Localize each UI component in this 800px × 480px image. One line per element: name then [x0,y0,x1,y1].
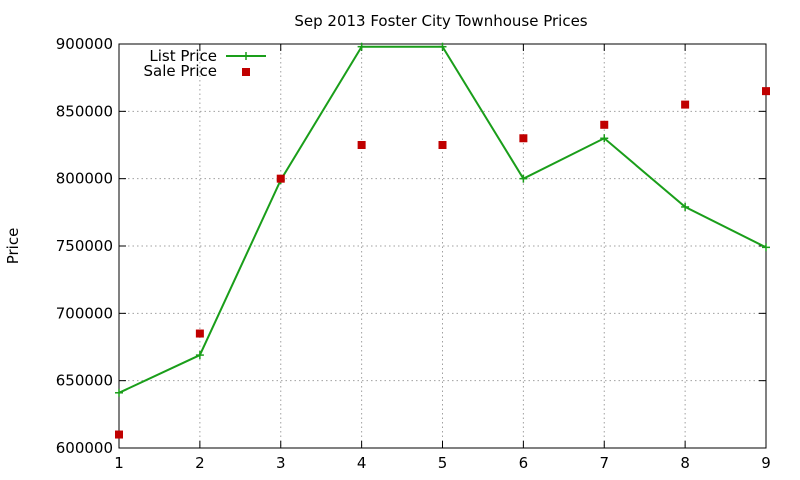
x-tick-label: 6 [519,454,529,472]
data-point-sale-price [276,174,285,183]
chart-title: Sep 2013 Foster City Townhouse Prices [294,12,587,30]
x-tick-label: 2 [195,454,205,472]
y-tick-label: 850000 [56,102,113,120]
y-tick-label: 600000 [56,439,113,457]
y-tick-label: 700000 [56,304,113,322]
data-point-list-price [357,42,366,51]
data-point-list-price [438,42,447,51]
tick-layer: 600000 650000 700000 750000 800000 850000 9000… [56,35,771,472]
y-axis-label: Price [4,228,22,265]
data-point-list-price [519,174,528,183]
data-point-sale-price [519,134,528,143]
x-tick-label: 4 [357,454,367,472]
data-point-sale-price [195,329,204,338]
legend-label-list-price: List Price [149,47,217,65]
data-point-sale-price [762,87,770,96]
x-tick-label: 7 [599,454,609,472]
x-tick-label: 9 [761,454,771,472]
y-tick-label: 750000 [56,237,113,255]
x-tick-label: 1 [114,454,124,472]
data-point-list-price [195,351,204,360]
legend-marker-list-price [242,52,250,60]
y-tick-label: 900000 [56,35,113,53]
legend-marker-sale-price [242,68,250,76]
data-point-sale-price [600,120,609,129]
data-point-list-price [600,134,609,143]
data-point-sale-price [115,430,123,439]
legend: List Price Sale Price [144,47,266,80]
data-point-sale-price [357,141,366,149]
x-tick-label: 3 [276,454,286,472]
y-tick-label: 800000 [56,170,113,188]
data-point-list-price [681,202,690,211]
legend-label-sale-price: Sale Price [144,62,217,80]
data-point-list-price [115,388,123,397]
grid-layer [119,44,766,448]
data-point-list-price [762,243,770,252]
legend-marks [226,52,266,76]
data-point-sale-price [438,141,447,149]
x-tick-label: 8 [680,454,690,472]
x-tick-label: 5 [438,454,448,472]
y-tick-label: 650000 [56,372,113,390]
series-layer [115,42,770,439]
data-point-sale-price [681,100,690,109]
